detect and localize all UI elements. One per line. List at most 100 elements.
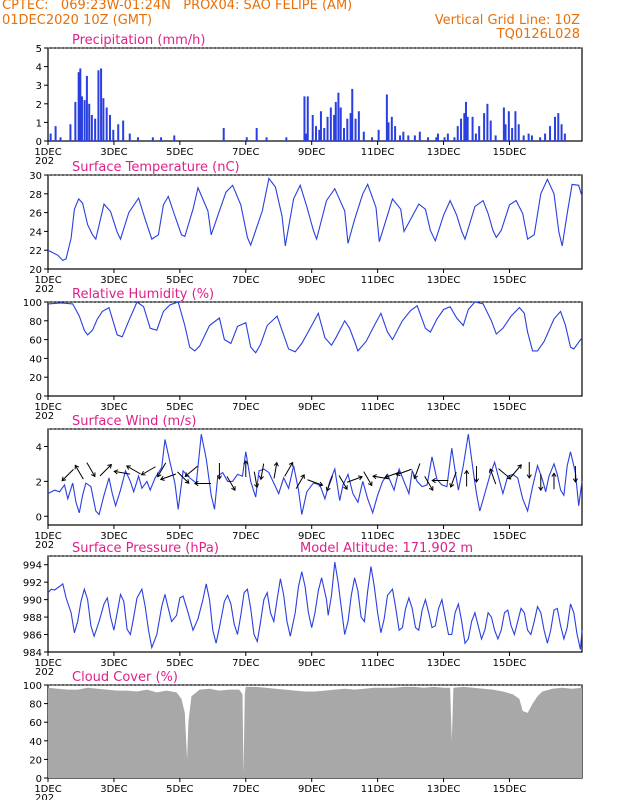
wind-arrow-head [231, 486, 236, 491]
wind-arrow-shaft [114, 470, 131, 475]
precip-bar [128, 133, 131, 141]
wind-arrow-head [506, 474, 512, 480]
x-tick-label: 3DEC [100, 147, 127, 158]
y-tick-label: 22 [29, 246, 42, 257]
panel-annotation: Model Altitude: 171.902 m [300, 541, 473, 556]
x-tick-label: 5DEC [166, 275, 193, 286]
wind-arrow-shaft [295, 474, 305, 489]
x-tick-label: 3DEC [100, 658, 127, 669]
wind-arrow-head [343, 485, 348, 490]
precip-bar [323, 127, 326, 141]
wind-arrow-head [572, 478, 578, 483]
wind-arrow-head [74, 464, 80, 470]
x-tick-label: 11DEC [361, 531, 395, 542]
wind-arrow-head [325, 486, 331, 492]
precip-bar [59, 137, 62, 141]
precip-bar [85, 75, 88, 141]
precip-bar [463, 113, 466, 141]
precip-bar [77, 72, 80, 141]
wind-arrow-head [517, 464, 522, 469]
wind-arrow [338, 475, 348, 490]
x-tick-label: 13DEC [427, 784, 461, 795]
y-tick-label: 4 [36, 63, 42, 74]
precip-bar [390, 116, 393, 141]
panel-frame [47, 174, 583, 270]
x-tick-label: 13DEC [427, 658, 461, 669]
precip-bar [418, 131, 421, 141]
precip-bar [79, 68, 82, 141]
precip-bar [407, 135, 410, 141]
precip-bar [530, 135, 533, 141]
wind-arrow-head [184, 479, 190, 484]
x-tick-label: 5DEC [166, 784, 193, 795]
wind-arrow-head [184, 472, 190, 477]
y-tick-label: 5 [36, 44, 42, 55]
wind-arrow-head [253, 483, 260, 489]
wind-arrow-shaft [74, 465, 84, 480]
x-tick-label: 11DEC [361, 784, 395, 795]
panel-title: Surface Temperature (nC) [72, 160, 240, 175]
precip-bar [83, 100, 86, 141]
wind-arrow [510, 464, 522, 478]
precip-bar [245, 137, 248, 141]
y-tick-label: 30 [29, 171, 42, 182]
x-tick-label: 9DEC [298, 784, 325, 795]
x-year-label: 202 [35, 793, 54, 800]
precip-bar [489, 120, 492, 141]
wind-arrow [395, 468, 412, 477]
wind-arrow [86, 462, 96, 478]
y-tick-label: 60 [29, 718, 42, 729]
x-year-label: 202 [35, 540, 54, 551]
precip-bar [502, 107, 505, 141]
x-tick-label: 15DEC [493, 402, 527, 413]
x-tick-label: 9DEC [298, 275, 325, 286]
wind-arrow [346, 475, 363, 483]
wind-arrow [193, 480, 211, 487]
wind-arrow-head [367, 481, 373, 487]
wind-arrow-head [61, 476, 67, 482]
precip-bar [333, 114, 336, 141]
precip-bar [394, 126, 397, 141]
wind-arrow-shaft [226, 476, 236, 491]
x-tick-label: 7DEC [232, 275, 259, 286]
y-tick-label: 994 [23, 561, 42, 572]
y-tick-label: 0 [36, 137, 42, 148]
y-tick-label: 60 [29, 336, 42, 347]
cloud-cover-area [48, 686, 582, 778]
wind-arrow-head [288, 461, 294, 467]
precip-bar [90, 114, 93, 141]
precip-bar [74, 101, 77, 141]
precip-bar [560, 124, 563, 141]
precip-bar [517, 124, 520, 141]
wind-arrow-shaft [498, 468, 511, 480]
header-model-id: TQ0126L028 [496, 27, 580, 42]
wind-arrow-head [358, 475, 363, 481]
precip-bar [494, 135, 497, 141]
x-tick-label: 15DEC [493, 531, 527, 542]
x-tick-label: 3DEC [100, 275, 127, 286]
wind-arrow [99, 463, 113, 477]
wind-arrow [258, 463, 265, 481]
wind-arrow [61, 468, 74, 482]
precip-bar [315, 126, 317, 141]
precip-bar [357, 111, 360, 141]
precip-bar [108, 114, 111, 141]
wind-arrow-head [318, 481, 324, 487]
precip-bar [544, 133, 547, 141]
y-tick-label: 26 [29, 209, 42, 220]
precip-bar [435, 137, 438, 141]
precip-bar [311, 114, 314, 141]
precip-bar [326, 116, 329, 141]
x-tick-label: 7DEC [232, 658, 259, 669]
wind-arrow [295, 474, 305, 489]
wind-arrow-head [395, 471, 401, 477]
wind-arrow-head [473, 478, 480, 483]
precip-bar [306, 96, 309, 141]
y-tick-label: 3 [36, 81, 42, 92]
wind-arrow-head [300, 474, 305, 479]
x-tick-label: 15DEC [493, 658, 527, 669]
precip-bar [105, 107, 108, 141]
header-grid-line: Vertical Grid Line: 10Z [434, 13, 580, 28]
wind-arrow [113, 469, 131, 475]
precip-bar [69, 124, 72, 141]
